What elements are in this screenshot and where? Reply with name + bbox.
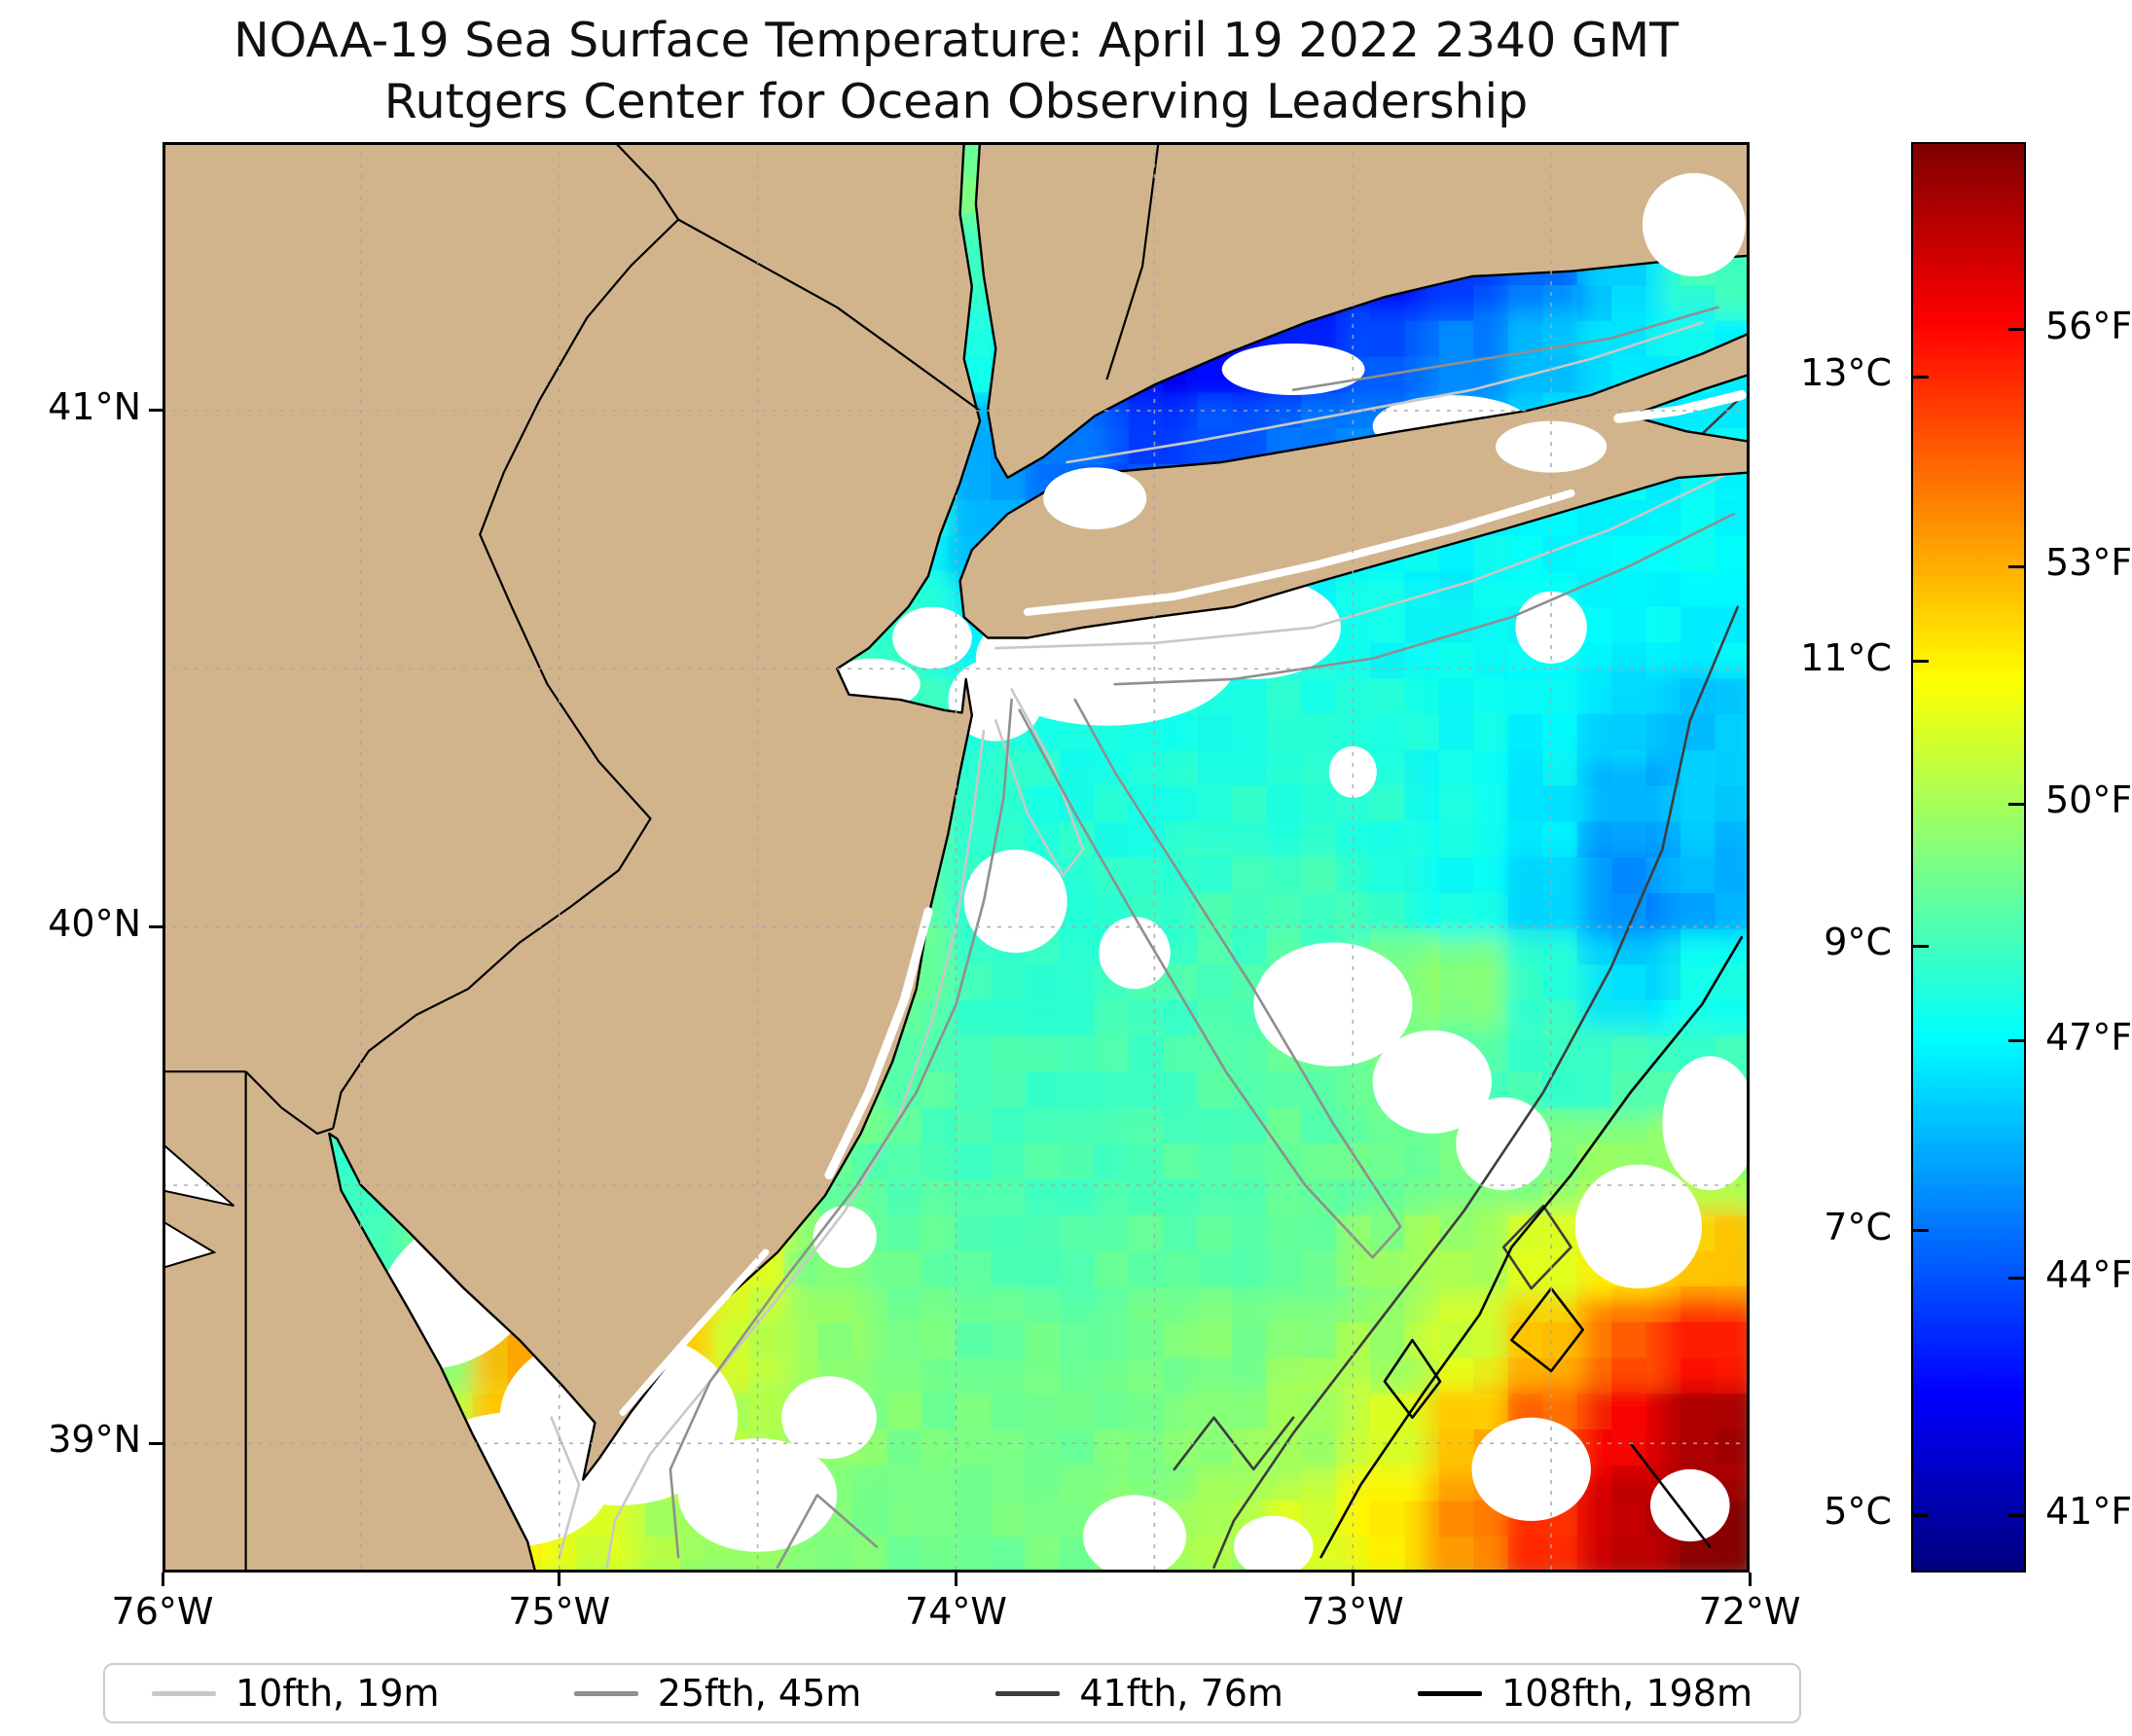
colorbar-label-f: 41°F	[2045, 1490, 2132, 1534]
colorbar-label-f: 56°F	[2045, 304, 2132, 347]
colorbar-tick-mark-f	[2008, 1513, 2024, 1517]
y-tick-mark	[149, 409, 163, 413]
legend-line-sample	[995, 1690, 1061, 1696]
colorbar-label-f: 50°F	[2045, 778, 2132, 822]
colorbar-tick-mark-f	[2008, 1039, 2024, 1043]
legend-item-label: 25fth, 45m	[657, 1672, 862, 1715]
colorbar-tick-mark-c	[1913, 944, 1929, 948]
title-line-1: NOAA-19 Sea Surface Temperature: April 1…	[233, 13, 1680, 68]
legend-item: 108fth, 198m	[1418, 1672, 1753, 1715]
colorbar-label-c: 11°C	[1800, 635, 1892, 679]
colorbar-label-f: 44°F	[2045, 1252, 2132, 1296]
legend-item-label: 41fth, 76m	[1079, 1672, 1283, 1715]
land	[163, 142, 1750, 1573]
x-tick-label: 73°W	[1301, 1590, 1404, 1633]
x-tick-label: 76°W	[111, 1590, 214, 1633]
map-frame	[163, 142, 1750, 1573]
y-tick-label: 39°N	[48, 1418, 141, 1462]
isobath-contours	[550, 306, 1744, 1569]
x-tick-mark	[955, 1573, 958, 1586]
back-bays	[163, 390, 1747, 1416]
x-tick-mark	[161, 1573, 164, 1586]
x-tick-label: 74°W	[905, 1590, 1007, 1633]
colorbar-tick-mark-c	[1913, 1229, 1929, 1233]
legend-item: 41fth, 76m	[995, 1672, 1283, 1715]
colorbar-tick-mark-f	[2008, 802, 2024, 806]
colorbar-tick-mark-f	[2008, 328, 2024, 332]
state-borders	[163, 142, 1160, 1573]
map-plot	[163, 142, 1750, 1573]
y-tick-mark	[149, 925, 163, 929]
colorbar-label-f: 53°F	[2045, 541, 2132, 585]
colorbar	[1911, 142, 2026, 1573]
map-svg	[163, 142, 1750, 1573]
graticule	[163, 142, 1750, 1573]
legend-line-sample	[573, 1690, 638, 1696]
x-tick-label: 72°W	[1698, 1590, 1801, 1633]
legend-item: 10fth, 19m	[152, 1672, 440, 1715]
x-tick-label: 75°W	[508, 1590, 611, 1633]
colorbar-label-c: 7°C	[1824, 1205, 1892, 1248]
cloud-mask-over-land	[1043, 172, 1746, 529]
x-tick-mark	[558, 1573, 561, 1586]
isobath-legend: 10fth, 19m 25fth, 45m 41fth, 76m 108fth, 19…	[103, 1663, 1801, 1723]
colorbar-label-c: 13°C	[1800, 351, 1892, 395]
y-tick-label: 41°N	[48, 384, 141, 428]
legend-item: 25fth, 45m	[573, 1672, 862, 1715]
title-line-2: Rutgers Center for Ocean Observing Leade…	[383, 74, 1529, 129]
figure-title: NOAA-19 Sea Surface Temperature: April 1…	[163, 10, 1750, 132]
legend-item-label: 108fth, 198m	[1501, 1672, 1753, 1715]
colorbar-tick-mark-f	[2008, 1277, 2024, 1281]
colorbar-tick-mark-c	[1913, 375, 1929, 379]
legend-line-sample	[152, 1690, 216, 1696]
y-tick-mark	[149, 1441, 163, 1445]
x-tick-mark	[1351, 1573, 1355, 1586]
colorbar-tick-mark-c	[1913, 1513, 1929, 1517]
colorbar-label-c: 9°C	[1824, 921, 1892, 964]
legend-item-label: 10fth, 19m	[235, 1672, 440, 1715]
colorbar-tick-mark-c	[1913, 660, 1929, 664]
colorbar-label-f: 47°F	[2045, 1015, 2132, 1059]
legend-line-sample	[1418, 1690, 1483, 1696]
x-tick-mark	[1748, 1573, 1752, 1586]
colorbar-tick-mark-f	[2008, 564, 2024, 568]
y-tick-label: 40°N	[48, 901, 141, 945]
colorbar-label-c: 5°C	[1824, 1490, 1892, 1534]
